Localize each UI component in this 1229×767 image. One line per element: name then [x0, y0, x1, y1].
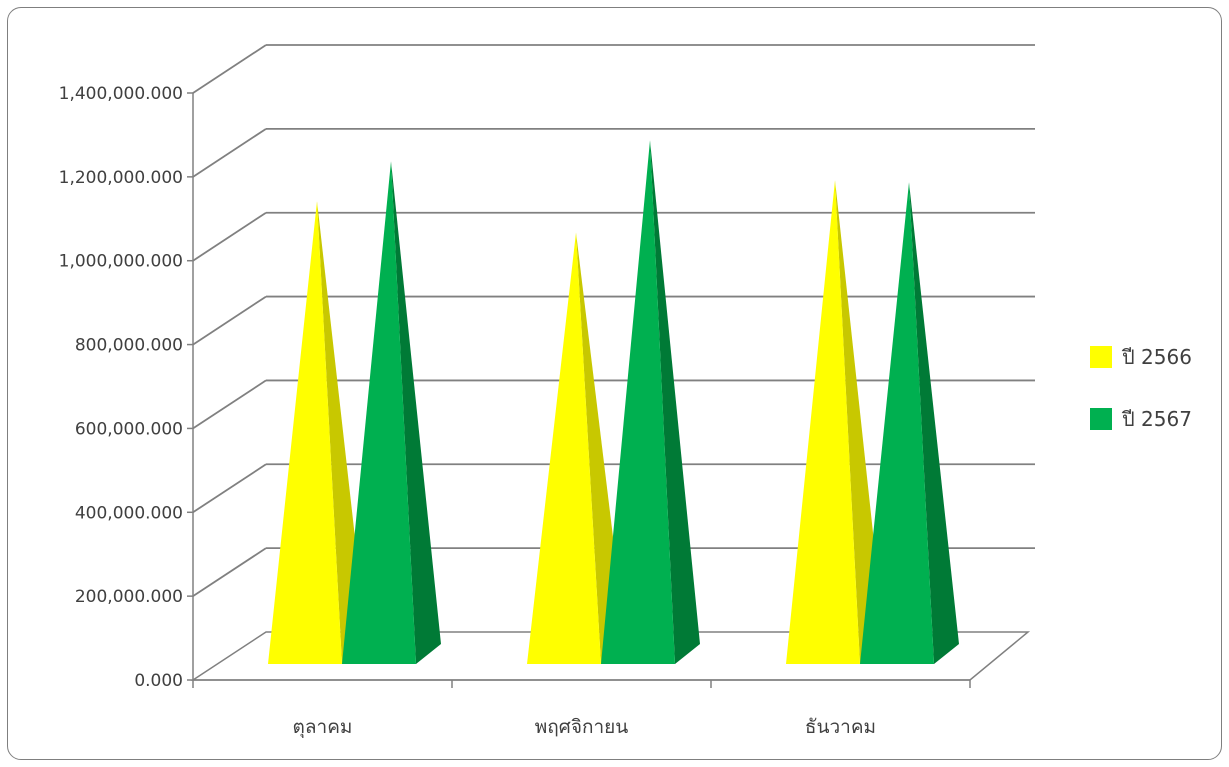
legend-label: ปี 2567: [1122, 407, 1192, 431]
pyramid-front: [342, 161, 416, 664]
gridline: [192, 44, 1035, 94]
y-tick-label: 0.000: [134, 671, 183, 691]
pyramid-side: [909, 182, 959, 664]
legend-item: ปี 2567: [1090, 407, 1192, 431]
pyramid-front: [860, 182, 934, 664]
y-tick-label: 400,000.000: [75, 503, 183, 523]
chart-marks: [268, 140, 959, 664]
legend-swatch: [1090, 346, 1112, 368]
pyramid-side: [391, 161, 441, 664]
legend: ปี 2566 ปี 2567: [1090, 345, 1192, 431]
pyramid-bar: [601, 140, 700, 664]
y-tick-label: 600,000.000: [75, 419, 183, 439]
axes: [187, 92, 971, 688]
pyramid-bar: [860, 182, 959, 664]
legend-item: ปี 2566: [1090, 345, 1192, 369]
y-tick-label: 1,200,000.000: [59, 168, 183, 188]
pyramid-front: [527, 232, 601, 664]
y-tick-label: 200,000.000: [75, 587, 183, 607]
gridline: [192, 127, 1035, 178]
x-tick-label: ธันวาคม: [805, 716, 876, 738]
pyramid-front: [601, 140, 675, 664]
axis-labels: 0.000 200,000.000 400,000.000 600,000.000 80…: [59, 84, 876, 739]
pyramid-front: [268, 201, 342, 664]
y-tick-label: 1,000,000.000: [59, 252, 183, 272]
pyramid-front: [786, 180, 860, 664]
legend-label: ปี 2566: [1122, 345, 1192, 369]
pyramid-side: [650, 140, 700, 664]
side-wall: [193, 45, 266, 680]
legend-swatch: [1090, 408, 1112, 430]
pyramid-bar: [342, 161, 441, 664]
y-tick-label: 1,400,000.000: [59, 84, 183, 104]
y-tick-label: 800,000.000: [75, 336, 183, 356]
x-tick-label: พฤศจิกายน: [535, 716, 629, 738]
x-tick-label: ตุลาคม: [293, 716, 353, 739]
